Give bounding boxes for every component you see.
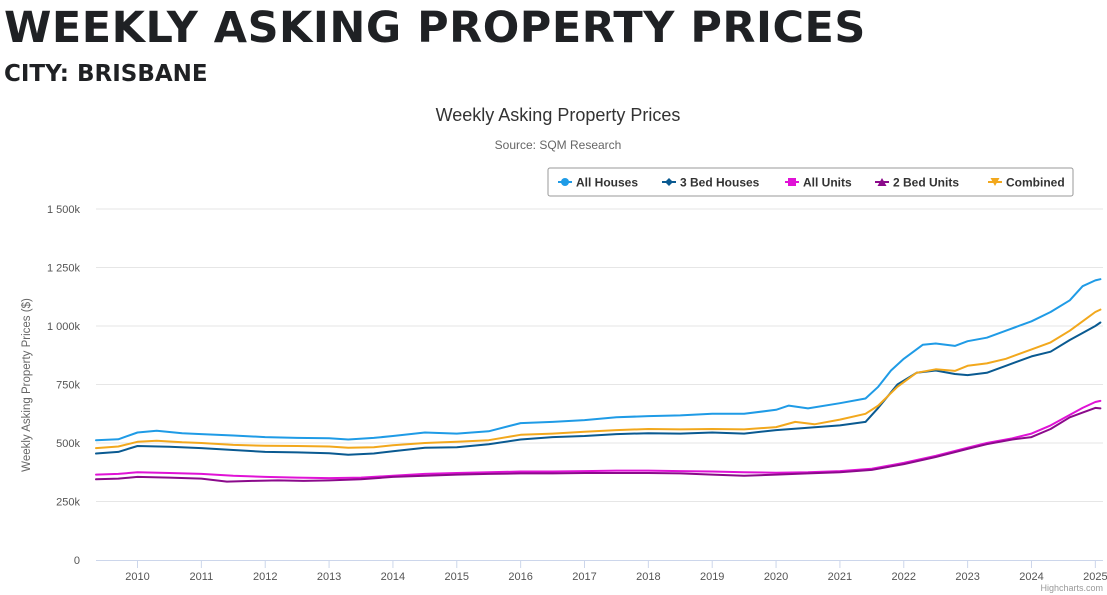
legend-label: 3 Bed Houses bbox=[680, 176, 760, 190]
legend-box bbox=[547, 167, 1074, 197]
legend-marker bbox=[788, 178, 796, 186]
x-tick-label: 2015 bbox=[445, 571, 469, 583]
legend-item-4[interactable]: Combined bbox=[988, 176, 1065, 190]
x-tick-label: 2016 bbox=[508, 571, 532, 583]
y-axis-title: Weekly Asking Property Prices ($) bbox=[21, 298, 33, 472]
legend-label: All Houses bbox=[576, 176, 638, 190]
chart-title: Weekly Asking Property Prices bbox=[436, 105, 681, 125]
y-tick-label: 250k bbox=[56, 497, 80, 509]
legend-item-0[interactable]: All Houses bbox=[558, 176, 638, 190]
x-tick-label: 2011 bbox=[190, 571, 214, 583]
y-axis-tick-labels: 0 250k 500k 750k 1 000k 1 250k 1 500k bbox=[47, 204, 81, 567]
legend-marker bbox=[990, 178, 1000, 186]
series-group bbox=[95, 278, 1102, 483]
x-tick-label: 2013 bbox=[317, 571, 341, 583]
highcharts-credit[interactable]: Highcharts.com bbox=[1040, 583, 1103, 593]
x-tick-label: 2017 bbox=[572, 571, 596, 583]
legend-item-2[interactable]: All Units bbox=[785, 176, 852, 190]
series-line-0[interactable] bbox=[95, 278, 1102, 442]
y-tick-label: 1 500k bbox=[47, 204, 81, 216]
x-tick-label: 2022 bbox=[892, 571, 916, 583]
legend-marker bbox=[561, 178, 569, 186]
legend: All Houses 3 Bed Houses All Units 2 Bed Uni… bbox=[547, 167, 1074, 197]
y-tick-label: 1 000k bbox=[47, 321, 81, 333]
legend-label: All Units bbox=[803, 176, 852, 190]
x-tick-label: 2018 bbox=[636, 571, 660, 583]
x-tick-label: 2012 bbox=[253, 571, 277, 583]
x-tick-label: 2014 bbox=[381, 571, 405, 583]
y-tick-label: 750k bbox=[56, 380, 80, 392]
x-tick-label: 2024 bbox=[1019, 571, 1043, 583]
series-line-1[interactable] bbox=[95, 321, 1102, 456]
y-tick-label: 1 250k bbox=[47, 263, 81, 275]
legend-label: 2 Bed Units bbox=[893, 176, 959, 190]
page-title: WEEKLY ASKING PROPERTY PRICES bbox=[4, 3, 866, 53]
x-tick-label: 2020 bbox=[764, 571, 788, 583]
legend-marker bbox=[665, 178, 673, 186]
x-tick-label: 2019 bbox=[700, 571, 724, 583]
y-tick-label: 500k bbox=[56, 438, 80, 450]
page-subtitle: CITY: BRISBANE bbox=[4, 61, 208, 87]
x-tick-label: 2023 bbox=[955, 571, 979, 583]
legend-item-1[interactable]: 3 Bed Houses bbox=[662, 176, 760, 190]
y-tick-label: 0 bbox=[74, 555, 80, 567]
legend-label: Combined bbox=[1006, 176, 1065, 190]
series-line-3[interactable] bbox=[95, 406, 1102, 483]
legend-marker bbox=[877, 178, 887, 186]
series-line-2[interactable] bbox=[95, 399, 1102, 480]
x-tick-label: 2010 bbox=[125, 571, 149, 583]
x-tick-label: 2025 bbox=[1083, 571, 1107, 583]
x-axis bbox=[96, 560, 1103, 568]
x-axis-tick-labels: 2010 2011 2012 2013 2014 2015 2016 2017 2018 2019… bbox=[125, 571, 1107, 583]
series-line-4[interactable] bbox=[95, 308, 1102, 450]
x-tick-label: 2021 bbox=[828, 571, 852, 583]
gridlines bbox=[96, 208, 1103, 502]
chart-subtitle: Source: SQM Research bbox=[495, 138, 622, 152]
legend-item-3[interactable]: 2 Bed Units bbox=[875, 176, 959, 190]
